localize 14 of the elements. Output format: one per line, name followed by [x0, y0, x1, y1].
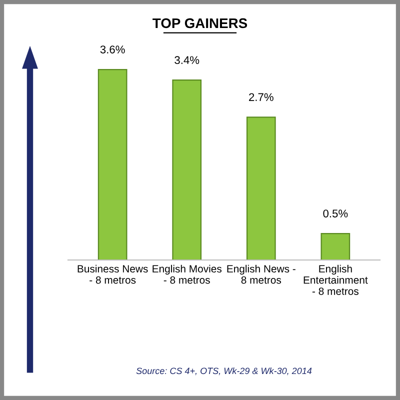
- data-label: 2.7%: [249, 93, 274, 102]
- bar: [172, 80, 202, 260]
- data-label: 3.6%: [100, 46, 125, 54]
- bar: [320, 232, 350, 260]
- source-note: Source: CS 4+, OTS, Wk-29 & Wk-30, 2014: [136, 367, 312, 376]
- bar: [246, 116, 276, 260]
- x-tick-label: Business News - 8 metros: [78, 264, 148, 284]
- x-tick-label: English Entertainment - 8 metros: [304, 264, 368, 295]
- data-label: 3.4%: [174, 56, 200, 64]
- data-label: 0.5%: [323, 210, 348, 218]
- chart-title: TOP GAINERS: [152, 18, 248, 28]
- x-tick-label: English Movies - 8 metros: [152, 264, 222, 284]
- bar: [98, 68, 128, 260]
- x-tick-label: English News - 8 metros: [227, 264, 296, 284]
